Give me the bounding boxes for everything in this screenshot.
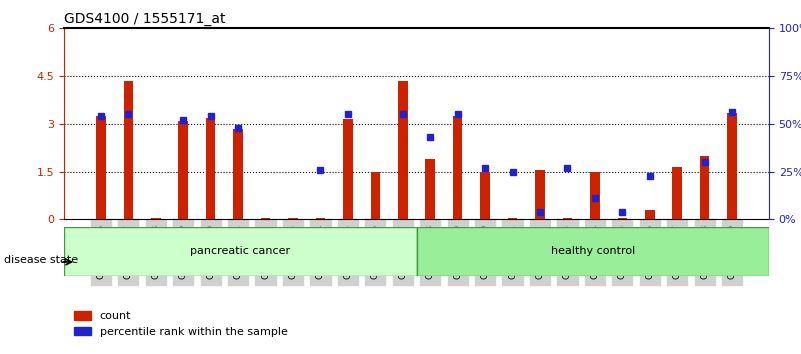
Bar <box>672 167 682 219</box>
Bar <box>288 218 298 219</box>
Bar <box>727 113 737 219</box>
Bar <box>618 218 627 219</box>
Bar <box>535 170 545 219</box>
Bar <box>645 210 654 219</box>
Bar <box>123 81 133 219</box>
Bar <box>371 172 380 219</box>
Bar <box>562 218 572 219</box>
Text: disease state: disease state <box>4 255 78 265</box>
Bar <box>425 159 435 219</box>
Bar <box>343 119 352 219</box>
Bar <box>508 218 517 219</box>
FancyBboxPatch shape <box>64 227 417 276</box>
Bar <box>179 121 188 219</box>
Bar <box>206 118 215 219</box>
Bar <box>590 172 600 219</box>
Bar <box>233 129 243 219</box>
Bar <box>453 116 462 219</box>
Bar <box>481 172 490 219</box>
Text: healthy control: healthy control <box>550 246 635 256</box>
Bar <box>700 156 710 219</box>
Legend: count, percentile rank within the sample: count, percentile rank within the sample <box>70 307 292 341</box>
Text: GDS4100 / 1555171_at: GDS4100 / 1555171_at <box>64 12 226 26</box>
FancyBboxPatch shape <box>417 227 769 276</box>
Bar <box>261 218 271 219</box>
Bar <box>96 116 106 219</box>
Bar <box>398 81 408 219</box>
Text: pancreatic cancer: pancreatic cancer <box>190 246 290 256</box>
Bar <box>316 218 325 219</box>
Bar <box>151 218 161 219</box>
